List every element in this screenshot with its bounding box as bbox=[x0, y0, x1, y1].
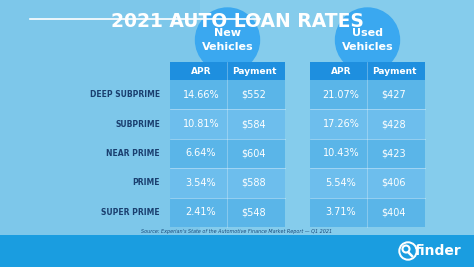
Text: 6.64%: 6.64% bbox=[186, 148, 216, 159]
Text: 21.07%: 21.07% bbox=[323, 90, 359, 100]
FancyBboxPatch shape bbox=[310, 80, 425, 109]
Text: Payment: Payment bbox=[232, 66, 276, 76]
Text: Vehicles: Vehicles bbox=[202, 42, 253, 52]
Text: $584: $584 bbox=[242, 119, 266, 129]
Text: 5.54%: 5.54% bbox=[326, 178, 356, 188]
Text: $406: $406 bbox=[382, 178, 406, 188]
Text: $427: $427 bbox=[382, 90, 406, 100]
Text: APR: APR bbox=[191, 66, 211, 76]
Text: 2.41%: 2.41% bbox=[186, 207, 216, 217]
Text: $548: $548 bbox=[242, 207, 266, 217]
Text: $604: $604 bbox=[242, 148, 266, 159]
Text: $552: $552 bbox=[242, 90, 266, 100]
FancyBboxPatch shape bbox=[310, 62, 425, 80]
Text: 17.26%: 17.26% bbox=[323, 119, 359, 129]
FancyBboxPatch shape bbox=[310, 139, 425, 168]
Text: APR: APR bbox=[331, 66, 351, 76]
Text: 3.71%: 3.71% bbox=[326, 207, 356, 217]
FancyBboxPatch shape bbox=[170, 62, 285, 227]
FancyBboxPatch shape bbox=[0, 235, 474, 267]
Circle shape bbox=[336, 8, 400, 72]
Text: SUPER PRIME: SUPER PRIME bbox=[101, 208, 160, 217]
Text: 2021 AUTO LOAN RATES: 2021 AUTO LOAN RATES bbox=[110, 12, 364, 31]
Text: SUBPRIME: SUBPRIME bbox=[115, 120, 160, 129]
Text: $404: $404 bbox=[382, 207, 406, 217]
Text: 3.54%: 3.54% bbox=[186, 178, 216, 188]
Text: $588: $588 bbox=[242, 178, 266, 188]
Text: 14.66%: 14.66% bbox=[183, 90, 219, 100]
Text: PRIME: PRIME bbox=[133, 178, 160, 187]
Text: DEEP SUBPRIME: DEEP SUBPRIME bbox=[90, 90, 160, 99]
FancyBboxPatch shape bbox=[170, 139, 285, 168]
Text: Payment: Payment bbox=[372, 66, 416, 76]
Text: finder: finder bbox=[415, 244, 461, 258]
FancyBboxPatch shape bbox=[170, 80, 285, 109]
Text: 10.81%: 10.81% bbox=[183, 119, 219, 129]
Text: NEAR PRIME: NEAR PRIME bbox=[106, 149, 160, 158]
Text: Source: Experian's State of the Automotive Finance Market Report — Q1 2021: Source: Experian's State of the Automoti… bbox=[141, 229, 333, 234]
FancyBboxPatch shape bbox=[0, 0, 200, 267]
Text: 10.43%: 10.43% bbox=[323, 148, 359, 159]
FancyBboxPatch shape bbox=[170, 62, 285, 80]
Circle shape bbox=[401, 244, 415, 258]
Circle shape bbox=[195, 8, 259, 72]
Text: $428: $428 bbox=[382, 119, 406, 129]
Text: Used: Used bbox=[352, 28, 383, 38]
Text: $423: $423 bbox=[382, 148, 406, 159]
FancyBboxPatch shape bbox=[170, 109, 285, 139]
FancyBboxPatch shape bbox=[310, 109, 425, 139]
FancyBboxPatch shape bbox=[310, 198, 425, 227]
FancyBboxPatch shape bbox=[310, 62, 425, 227]
Circle shape bbox=[399, 242, 417, 260]
Text: New: New bbox=[214, 28, 241, 38]
FancyBboxPatch shape bbox=[310, 168, 425, 198]
Text: Vehicles: Vehicles bbox=[342, 42, 393, 52]
FancyBboxPatch shape bbox=[170, 168, 285, 198]
FancyBboxPatch shape bbox=[170, 198, 285, 227]
